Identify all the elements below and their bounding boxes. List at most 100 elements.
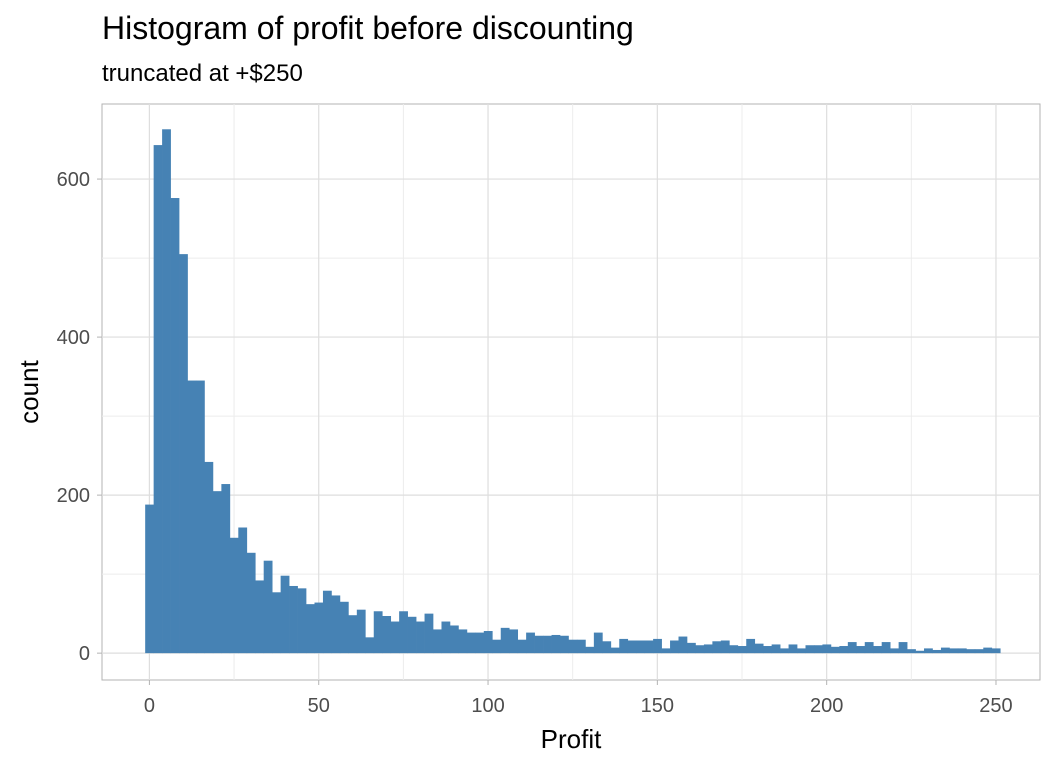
x-axis-ticks: 0 50 100 150 200 250 [144,680,1013,717]
histogram-bar [940,647,950,654]
histogram-bar [356,609,366,654]
histogram-bar [890,648,899,654]
histogram-bar [974,649,984,654]
histogram-bar [881,642,891,654]
histogram-bar [847,642,857,654]
histogram-bar [627,640,637,654]
histogram-bar [187,380,197,654]
histogram-bar [314,602,324,654]
histogram-bar [297,588,307,654]
histogram-bar [864,642,874,654]
histogram-bar [204,461,214,654]
histogram-bar [195,380,205,654]
histogram-bar [805,645,815,654]
histogram-bar [907,649,916,654]
histogram-bar [331,595,341,654]
histogram-bar [763,646,772,654]
histogram-bar [991,648,1001,654]
chart-title: Histogram of profit before discounting [102,10,634,46]
histogram-bar [179,254,188,654]
histogram-bar [458,629,468,654]
histogram-bar [399,611,408,654]
histogram-bar [306,604,315,654]
histogram-bar [924,648,933,654]
histogram-bar [644,640,654,654]
histogram-bar [839,646,849,654]
x-axis-title: Profit [541,724,602,754]
histogram-bar [957,648,967,654]
histogram-bar [466,632,476,654]
histogram-bar [221,484,231,654]
histogram-bar [390,621,400,654]
histogram-bar [653,638,662,654]
histogram-bar [754,643,764,654]
histogram-bar [585,646,595,654]
histogram-bar [737,646,747,654]
y-tick-label: 400 [57,327,90,349]
x-tick-label: 100 [471,695,504,717]
histogram-bar [229,537,239,654]
histogram-bar [424,613,434,654]
histogram-bar [170,198,180,654]
histogram-bar [678,636,688,654]
histogram-bar [746,638,756,654]
histogram-bar [373,611,383,654]
histogram-bar [517,639,527,654]
histogram-bars [145,129,1001,654]
histogram-bar [263,560,273,654]
histogram-bar [475,632,485,654]
histogram-bar [576,639,586,654]
histogram-bar [949,648,959,654]
histogram-bar [619,638,629,654]
histogram-bar [559,635,569,654]
histogram-bar [568,639,578,654]
histogram-bar [212,491,222,654]
histogram-bar [543,635,552,654]
histogram-bar [153,145,163,654]
histogram-bar [780,648,789,654]
histogram-bar [703,644,713,654]
histogram-bar [255,580,265,654]
histogram-bar [610,647,620,654]
histogram-bar [983,647,993,654]
y-tick-label: 0 [79,643,90,665]
histogram-bar [534,635,544,654]
histogram-bar [551,634,561,654]
histogram-bar [289,585,298,654]
histogram-bar [695,645,705,654]
histogram-bar [593,632,603,654]
y-axis-title: count [14,359,44,423]
histogram-bar [280,575,290,654]
y-tick-label: 200 [57,485,90,507]
histogram-bar [771,644,781,654]
histogram-bar [788,644,798,654]
histogram-bar [602,641,612,654]
histogram-bar [712,641,722,654]
histogram-bar [686,642,696,654]
histogram-bar [382,616,392,654]
histogram-bar [162,129,171,654]
histogram-bar [822,644,832,654]
histogram-bar [797,648,806,654]
histogram-bar [322,590,332,654]
histogram-bar [339,601,349,654]
histogram-bar [509,629,519,654]
histogram-bar [272,592,281,654]
histogram-bar [238,527,248,654]
chart-subtitle: truncated at +$250 [102,60,303,87]
histogram-bar [433,629,442,654]
x-tick-label: 250 [979,695,1012,717]
histogram-bar [729,645,739,654]
histogram-bar [526,632,535,654]
histogram-bar [636,640,646,654]
histogram-bar [813,645,823,654]
histogram-bar [932,649,942,654]
histogram-bar [348,615,358,654]
histogram-bar [670,640,679,654]
histogram-bar [441,621,451,654]
histogram-bar [416,621,425,654]
histogram-bar [720,640,730,654]
histogram-bar [898,642,908,654]
x-tick-label: 200 [810,695,843,717]
